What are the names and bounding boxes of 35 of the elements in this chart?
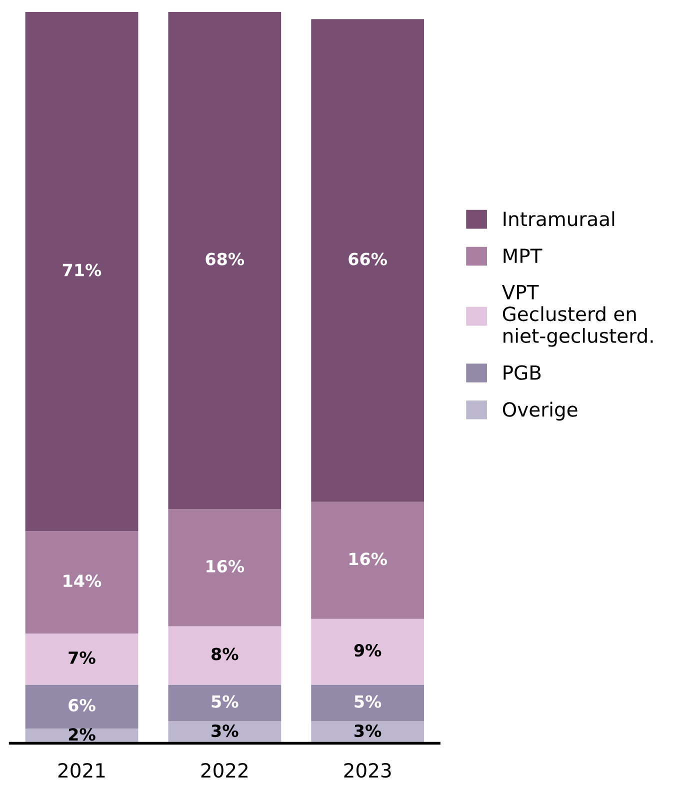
legend-label: PGB — [504, 365, 541, 380]
data-label: 16% — [350, 552, 387, 566]
data-label: 6% — [68, 698, 96, 712]
data-label: 5% — [212, 695, 238, 708]
legend-label: Overige — [502, 402, 578, 421]
data-label: 3% — [354, 724, 382, 738]
data-label: 5% — [354, 695, 382, 708]
legend-label: VPT Geclusterd en niet-geclusterd. — [502, 285, 653, 347]
bar — [168, 684, 282, 722]
bar — [311, 684, 424, 722]
bar — [25, 634, 138, 685]
bar — [25, 531, 138, 634]
legend-label: Intramuraal — [504, 211, 614, 226]
bar — [311, 618, 424, 685]
data-label: 66% — [348, 252, 387, 266]
x-tick-label: 2021 — [58, 763, 105, 778]
data-label: 3% — [212, 724, 238, 738]
bar — [311, 502, 424, 619]
bar — [25, 684, 138, 729]
bar — [168, 12, 282, 510]
data-label: 71% — [62, 264, 102, 276]
bar — [311, 19, 424, 502]
data-label: 68% — [206, 252, 244, 266]
legend-label: MPT — [504, 248, 542, 263]
data-label: 14% — [64, 574, 102, 588]
data-label: 8% — [212, 648, 238, 660]
data-label: 2% — [68, 728, 96, 741]
data-label: 9% — [354, 644, 382, 657]
bar — [168, 626, 282, 685]
x-tick-label: 2022 — [201, 763, 248, 778]
x-tick-label: 2023 — [344, 763, 391, 778]
data-label: 7% — [68, 651, 96, 664]
bar — [25, 12, 138, 532]
data-label: 16% — [206, 560, 244, 573]
bar — [168, 509, 282, 626]
